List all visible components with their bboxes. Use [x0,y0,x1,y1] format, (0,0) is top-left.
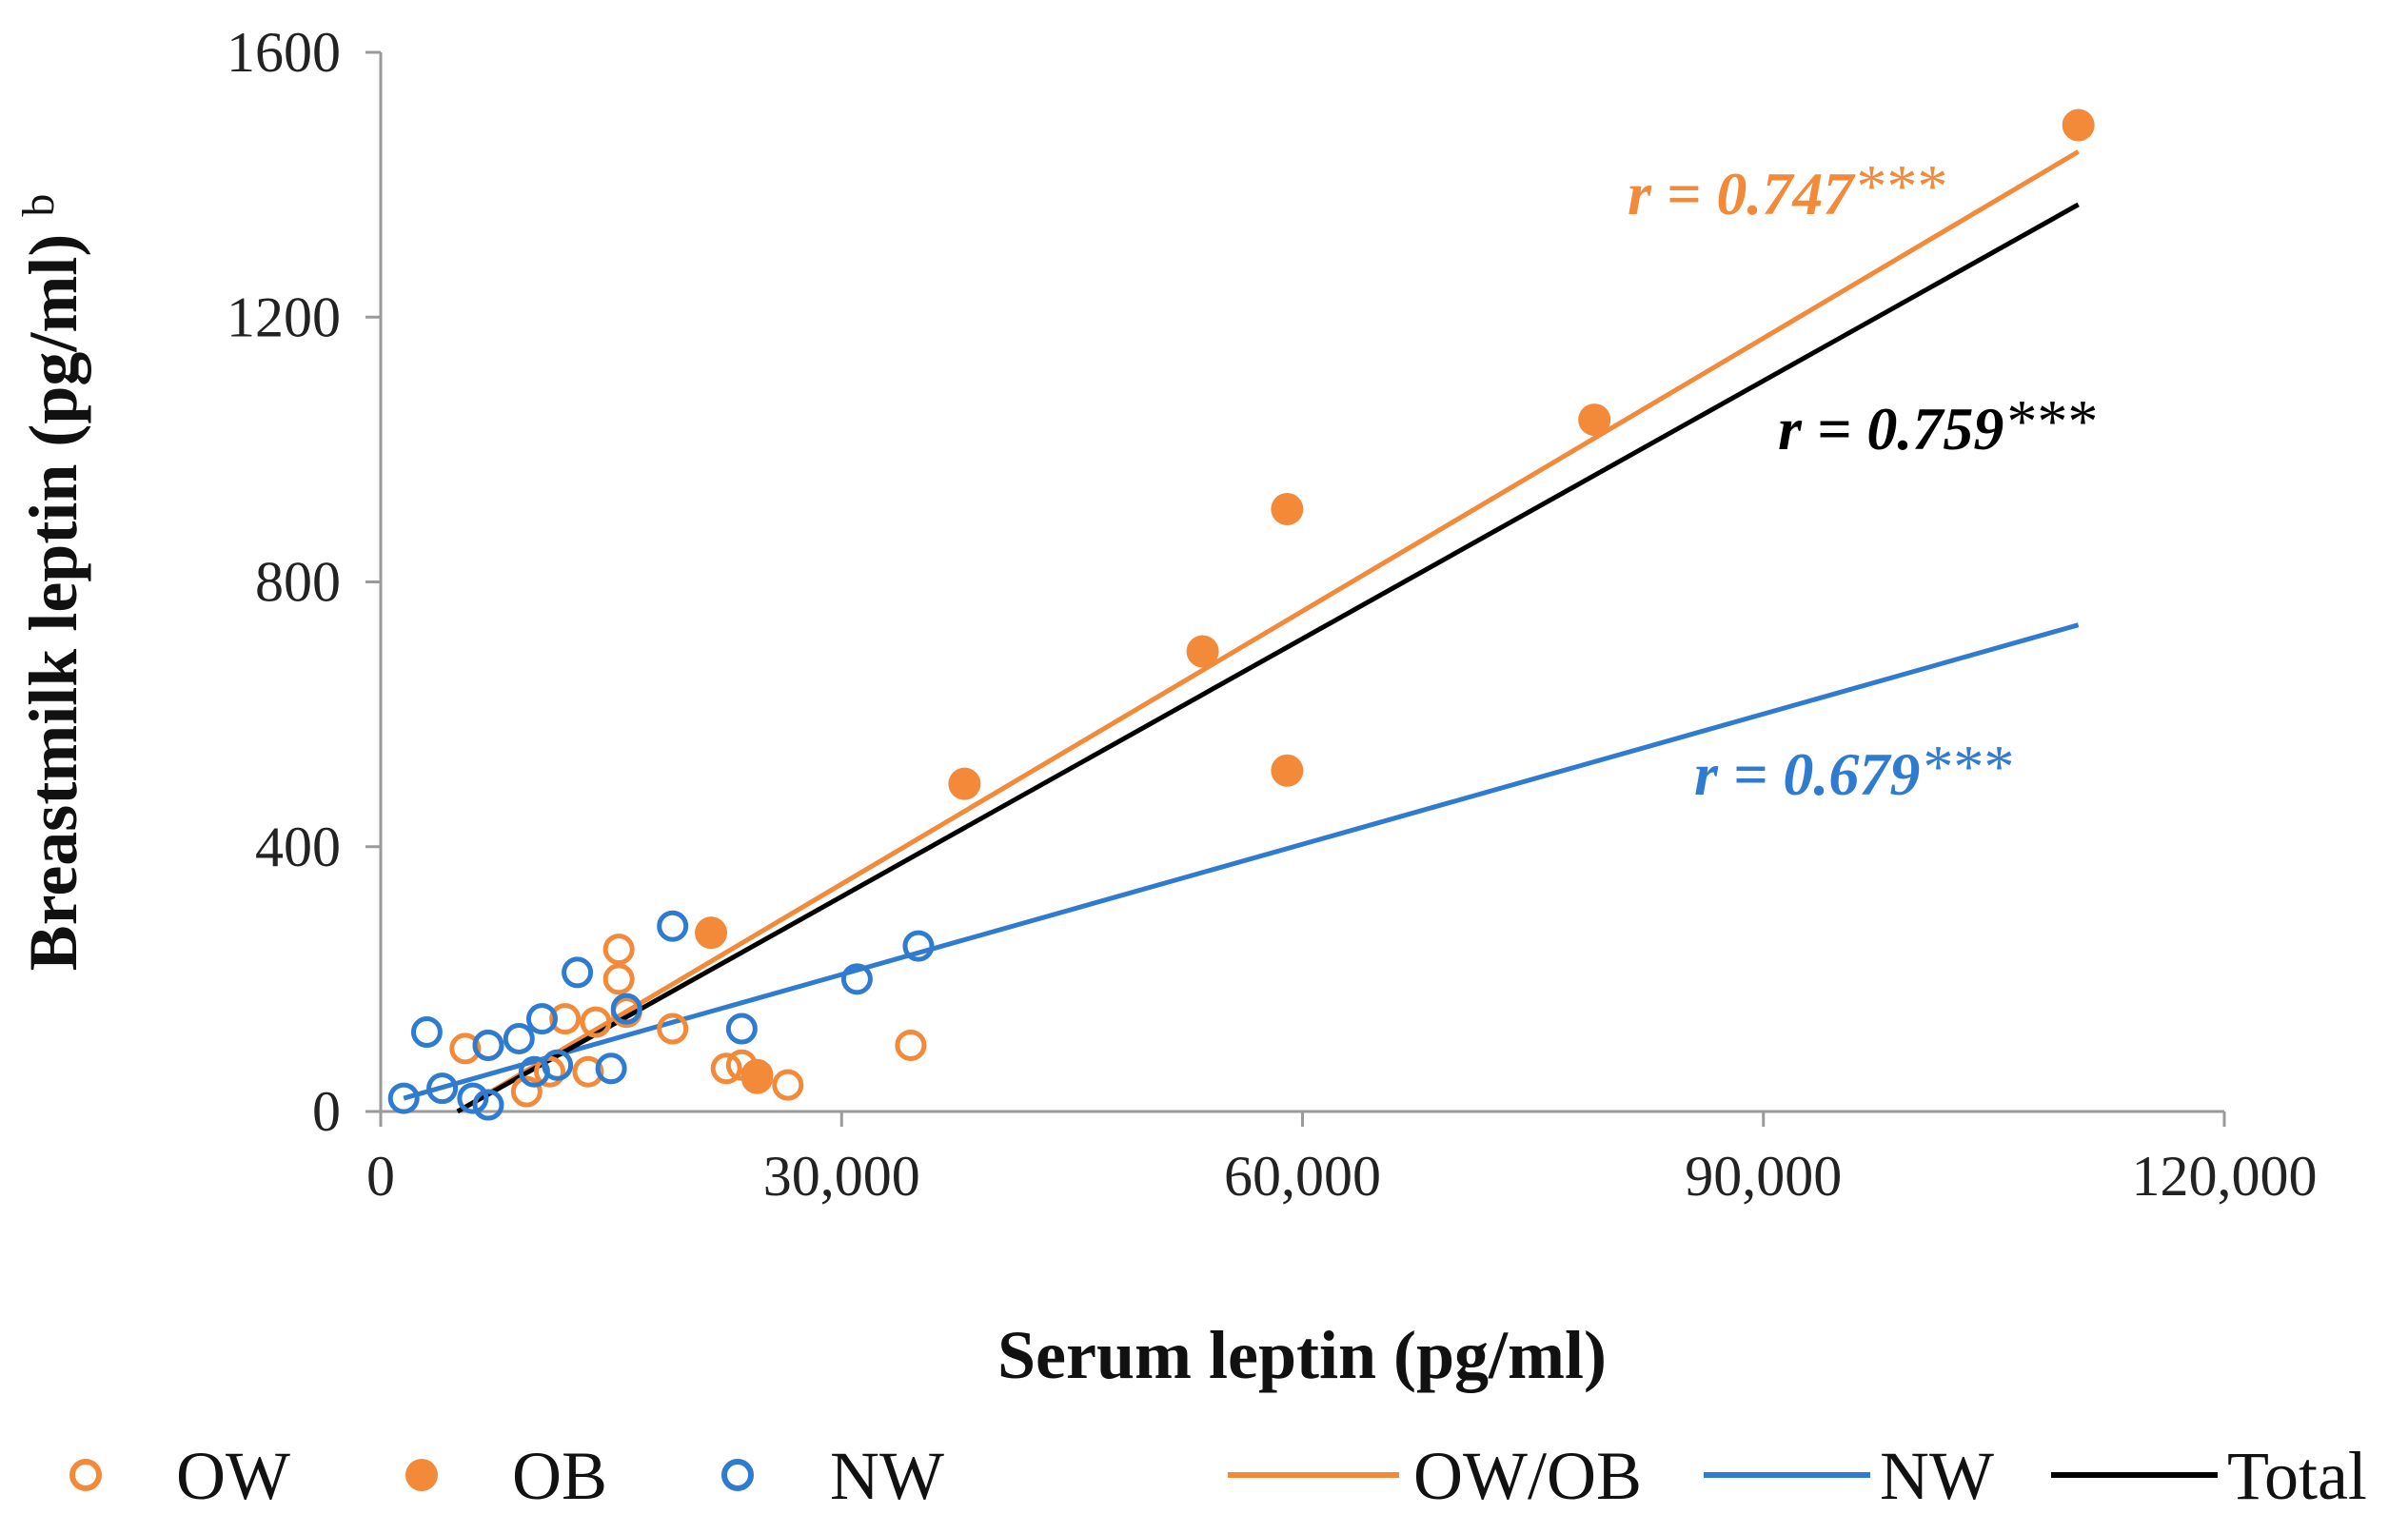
data-point-ow [895,1029,927,1061]
legend-ob-marker [405,1459,438,1491]
trendline-ow-ob [456,149,2080,1114]
annotation-nw-prefix: r = [1694,740,1783,808]
legend-ob-label: OB [512,1438,607,1514]
y-tick-label: 1200 [227,285,341,348]
x-tick-label: 30,000 [763,1145,920,1208]
annotation-total-prefix: r = [1778,395,1866,462]
annotation-ow-ob-stars: *** [1853,152,1944,220]
data-point-ow [572,1055,604,1088]
data-point-ob [1271,492,1304,525]
y-axis-title-group: Breastmilk leptin (pg/ml) b [13,194,91,972]
y-tick-label: 0 [312,1080,341,1143]
annotation-ow-ob-value: 0.747 [1716,160,1856,227]
data-point-ob [1578,403,1611,437]
y-tick-group: 0 400 800 1200 1600 [227,21,381,1143]
trendline-total [456,202,2080,1114]
y-axis-title-main: Breastmilk leptin (pg/ml) [15,234,91,972]
data-point-nw [387,1082,420,1114]
annotation-total-stars: *** [2003,387,2095,455]
data-point-ob [2062,108,2095,142]
y-tick-label: 800 [255,551,341,614]
trendline-nw [403,622,2080,1101]
x-tick-label: 120,000 [2132,1145,2318,1208]
data-point-nw [595,1052,627,1085]
data-point-nw [725,1013,758,1045]
data-point-ob [740,1058,774,1092]
data-point-group [387,108,2095,1121]
data-point-nw [840,963,873,995]
legend-nw-marker [721,1459,754,1491]
x-tick-label: 0 [366,1145,395,1208]
data-point-nw [525,1003,558,1035]
annotation-total: r = 0.759*** [1778,387,2095,462]
y-axis-title-superscript: b [13,194,64,217]
data-point-nw [542,1049,574,1081]
legend-ow-label: OW [176,1438,290,1514]
data-point-ow [602,963,635,995]
data-point-ob [1271,754,1304,787]
annotation-total-value: 0.759 [1866,395,2003,462]
data-point-nw [657,910,689,942]
data-point-ow [602,934,635,966]
annotation-nw: r = 0.679*** [1694,733,2011,808]
legend-ow-ob-label: OW/OB [1413,1438,1642,1514]
legend-ow-marker [69,1459,102,1491]
y-tick-label: 1600 [227,21,341,84]
y-tick-label: 400 [255,816,341,878]
annotation-nw-stars: *** [1920,733,2011,800]
data-point-ow [772,1069,804,1101]
data-point-ow [580,1006,612,1038]
data-point-nw [472,1089,504,1121]
x-tick-group: 0 30,000 60,000 90,000 120,000 [366,1111,2318,1208]
data-point-nw [902,930,935,962]
x-tick-label: 90,000 [1685,1145,1842,1208]
data-point-nw [562,956,594,989]
data-point-ow [449,1032,482,1065]
data-point-ob [1186,635,1219,668]
data-point-nw [410,1016,443,1049]
y-axis-title: Breastmilk leptin (pg/ml) b [13,194,91,972]
trendline-group [403,149,2080,1114]
data-point-nw [472,1029,504,1061]
data-point-ow [549,1003,582,1035]
data-point-nw [610,993,642,1025]
annotation-ow-ob: r = 0.747*** [1628,152,1944,227]
legend-nw-line-label: NW [1880,1438,1994,1514]
annotation-ow-ob-prefix: r = [1628,160,1716,227]
legend: OW OB NW OW/OB NW Total [69,1438,2367,1514]
data-point-ob [695,916,728,950]
data-point-nw [503,1022,535,1054]
legend-total-label: Total [2227,1438,2367,1514]
x-axis-title: Serum leptin (pg/ml) [997,1317,1607,1393]
data-point-ob [948,767,981,800]
x-tick-label: 60,000 [1224,1145,1381,1208]
data-point-ow [657,1013,689,1045]
annotation-nw-value: 0.679 [1783,740,1920,808]
data-point-nw [426,1072,459,1105]
data-point-ow [534,1055,566,1088]
data-point-ow [510,1075,543,1108]
data-point-ow [710,1052,742,1085]
data-point-nw [457,1082,489,1114]
legend-nw-label: NW [830,1438,944,1514]
